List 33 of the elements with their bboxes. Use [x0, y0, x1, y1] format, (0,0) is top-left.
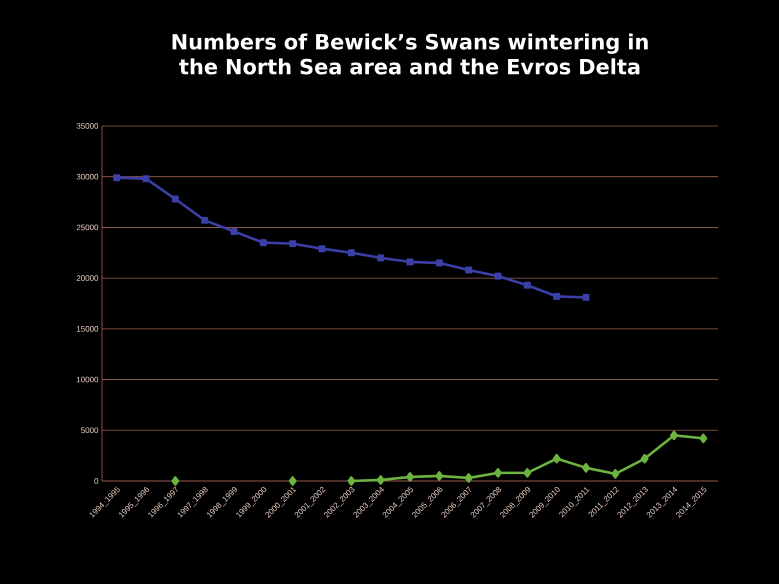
- point: [524, 282, 531, 289]
- point: [348, 249, 355, 256]
- point: [376, 475, 385, 485]
- point: [201, 216, 208, 224]
- point: [260, 239, 267, 246]
- point: [582, 463, 590, 473]
- point: [172, 196, 179, 202]
- point: [523, 468, 532, 478]
- point: [435, 471, 444, 481]
- point: [494, 468, 502, 478]
- point: [406, 472, 414, 482]
- point: [494, 272, 502, 280]
- point: [347, 476, 356, 486]
- point: [289, 240, 296, 248]
- point: [670, 430, 678, 440]
- point: [464, 473, 473, 483]
- point: [288, 476, 297, 486]
- point: [699, 434, 708, 444]
- point: [611, 469, 620, 479]
- point: [582, 294, 590, 301]
- point: [142, 175, 150, 182]
- point: [553, 292, 560, 300]
- point: [318, 245, 326, 252]
- point: [436, 259, 443, 266]
- point: [465, 266, 472, 274]
- point: [113, 174, 120, 182]
- chart-title: Numbers of Bewick’s Swans wintering in the North Sea area and the Evros Delta: [172, 33, 648, 75]
- point: [171, 476, 180, 486]
- point: [552, 454, 561, 464]
- point: [230, 228, 238, 235]
- point: [377, 254, 384, 262]
- point: [640, 454, 649, 464]
- point: [406, 258, 414, 266]
